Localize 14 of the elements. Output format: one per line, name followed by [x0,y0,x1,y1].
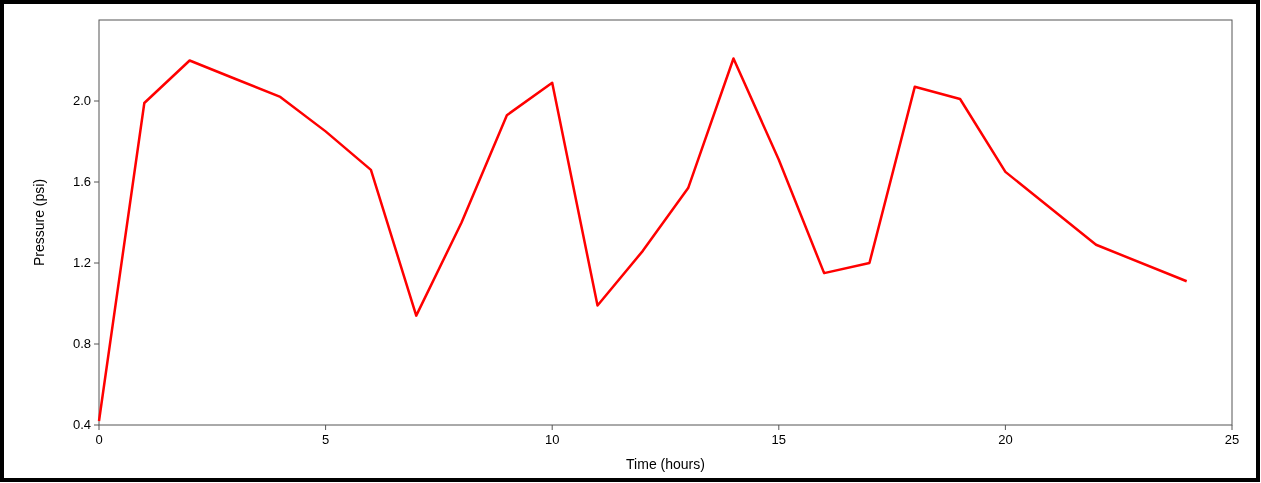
x-tick-label: 5 [321,432,330,447]
y-tick-label: 1.2 [72,255,91,270]
y-tick-label: 2.0 [72,93,91,108]
y-axis-title: Pressure (psi) [31,178,47,267]
x-tick-label: 10 [544,432,560,447]
line-series [97,57,1188,423]
y-tick-label: 0.4 [72,417,91,432]
x-axis-title: Time (hours) [626,456,705,472]
y-tick-label: 0.8 [72,336,91,351]
y-tick-label: 1.6 [72,174,91,189]
x-tick-label: 0 [95,432,103,447]
x-tick-label: 25 [1224,432,1240,447]
x-tick-label: 15 [771,432,787,447]
x-tick-label: 20 [998,432,1013,447]
